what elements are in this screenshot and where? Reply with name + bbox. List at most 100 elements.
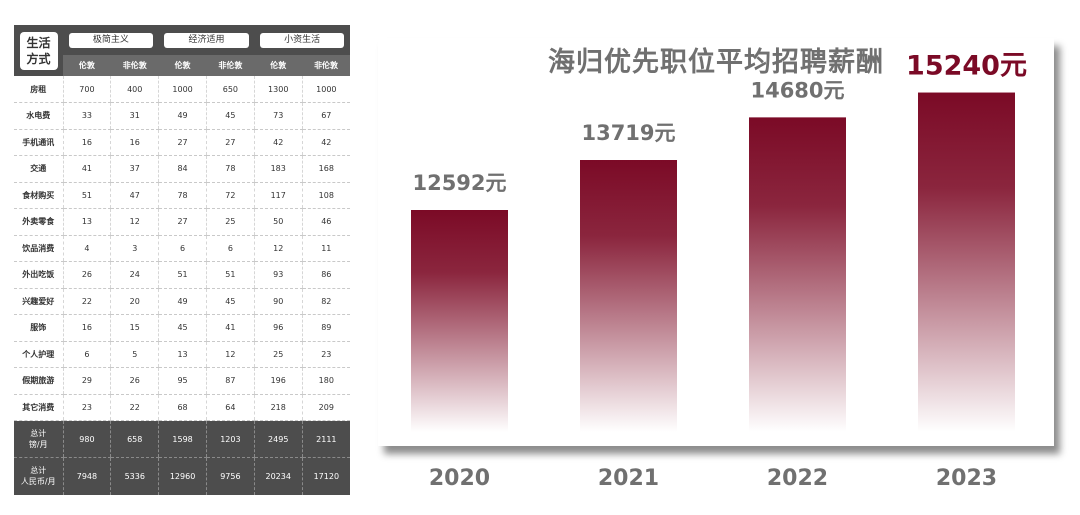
table-cell: 183 <box>253 155 303 183</box>
table-cell: 108 <box>301 182 350 209</box>
row-label: 服饰 <box>14 314 63 342</box>
value-label: 14680元 <box>750 78 844 102</box>
table-cell: 117 <box>253 182 303 209</box>
table-cell: 12 <box>253 235 303 262</box>
table-cell: 33 <box>62 102 111 130</box>
table-cell: 27 <box>205 129 255 156</box>
chart-title: 海归优先职位平均招聘薪酬 <box>548 47 884 78</box>
table-cell: 209 <box>301 394 350 421</box>
table-cell: 24 <box>110 261 159 289</box>
total-row: 总计 人民币/月 7948 5336 12960 9756 20234 17120 <box>14 457 350 495</box>
category-label: 2021 <box>598 466 659 491</box>
total-cell: 980 <box>62 420 111 458</box>
subheader: 伦敦 <box>254 55 303 76</box>
table-cell: 11 <box>301 235 350 262</box>
table-cell: 180 <box>301 367 350 395</box>
table-cell: 41 <box>205 314 255 342</box>
table-row: 外卖零食 13 12 27 25 50 46 <box>14 208 350 236</box>
total-cell: 5336 <box>110 457 159 495</box>
table-cell: 50 <box>253 208 303 236</box>
table-cell: 6 <box>62 341 111 368</box>
table-cell: 95 <box>158 367 207 395</box>
value-label: 12592元 <box>412 171 506 195</box>
table-cell: 45 <box>205 288 255 315</box>
table-cell: 26 <box>62 261 111 289</box>
table-cell: 5 <box>110 341 159 368</box>
row-label: 其它消费 <box>14 394 63 421</box>
row-label: 外卖零食 <box>14 208 63 236</box>
table-cell: 16 <box>62 314 111 342</box>
table-cell: 168 <box>301 155 350 183</box>
total-cell: 20234 <box>253 457 303 495</box>
total-cell: 658 <box>110 420 159 458</box>
table-cell: 90 <box>253 288 303 315</box>
table-row: 服饰 16 15 45 41 96 89 <box>14 314 350 342</box>
row-label: 交通 <box>14 155 63 183</box>
value-label: 13719元 <box>581 121 675 145</box>
table-cell: 16 <box>62 129 111 156</box>
row-label: 假期旅游 <box>14 367 63 395</box>
table-row: 食材购买 51 47 78 72 117 108 <box>14 182 350 209</box>
table-cell: 700 <box>62 76 111 103</box>
table-cell: 6 <box>205 235 255 262</box>
table-cell: 49 <box>158 288 207 315</box>
row-label: 外出吃饭 <box>14 261 63 289</box>
table-row: 手机通讯 16 16 27 27 42 42 <box>14 129 350 156</box>
total-label: 总计 镑/月 <box>14 420 63 458</box>
table-cell: 89 <box>301 314 350 342</box>
table-cell: 82 <box>301 288 350 315</box>
table-cell: 46 <box>301 208 350 236</box>
table-cell: 51 <box>62 182 111 209</box>
living-cost-table: 生活 方式 极简主义 经济适用 小资生活 伦敦 非伦敦 伦敦 非伦敦 伦敦 非伦敦… <box>14 25 350 495</box>
row-label: 水电费 <box>14 102 63 130</box>
table-cell: 51 <box>158 261 207 289</box>
table-cell: 16 <box>110 129 159 156</box>
table-row: 饮品消费 4 3 6 6 12 11 <box>14 235 350 262</box>
table-cell: 1000 <box>158 76 207 103</box>
group-petite-bourgeois: 小资生活 <box>254 25 350 55</box>
table-row: 其它消费 23 22 68 64 218 209 <box>14 394 350 421</box>
table-cell: 87 <box>205 367 255 395</box>
total-label: 总计 人民币/月 <box>14 457 63 495</box>
table-cell: 27 <box>158 129 207 156</box>
total-cell: 9756 <box>205 457 255 495</box>
table-cell: 37 <box>110 155 159 183</box>
table-row: 兴趣爱好 22 20 49 45 90 82 <box>14 288 350 315</box>
table-cell: 67 <box>301 102 350 130</box>
table-cell: 73 <box>253 102 303 130</box>
table-cell: 45 <box>205 102 255 130</box>
table-cell: 29 <box>62 367 111 395</box>
bar-2023 <box>918 92 1015 432</box>
table-cell: 51 <box>205 261 255 289</box>
table-cell: 84 <box>158 155 207 183</box>
group-economy: 经济适用 <box>158 25 255 55</box>
table-cell: 25 <box>205 208 255 236</box>
table-cell: 68 <box>158 394 207 421</box>
table-cell: 1000 <box>301 76 350 103</box>
table-row: 房租 700 400 1000 650 1300 1000 <box>14 76 350 103</box>
category-label: 2020 <box>429 466 490 491</box>
table-cell: 64 <box>205 394 255 421</box>
total-cell: 7948 <box>62 457 111 495</box>
table-row: 水电费 33 31 49 45 73 67 <box>14 102 350 130</box>
table-cell: 93 <box>253 261 303 289</box>
subheader: 伦敦 <box>63 55 111 76</box>
table-cell: 31 <box>110 102 159 130</box>
table-cell: 78 <box>158 182 207 209</box>
group-minimalism: 极简主义 <box>63 25 159 55</box>
total-cell: 17120 <box>301 457 350 495</box>
subheader: 非伦敦 <box>206 55 255 76</box>
table-cell: 13 <box>62 208 111 236</box>
row-label: 手机通讯 <box>14 129 63 156</box>
table-cell: 22 <box>110 394 159 421</box>
row-label: 食材购买 <box>14 182 63 209</box>
table-cell: 23 <box>301 341 350 368</box>
table-cell: 15 <box>110 314 159 342</box>
table-corner: 生活 方式 <box>14 25 63 76</box>
row-label: 房租 <box>14 76 63 103</box>
table-cell: 96 <box>253 314 303 342</box>
value-label: 15240元 <box>906 51 1027 82</box>
table-cell: 196 <box>253 367 303 395</box>
table-cell: 23 <box>62 394 111 421</box>
